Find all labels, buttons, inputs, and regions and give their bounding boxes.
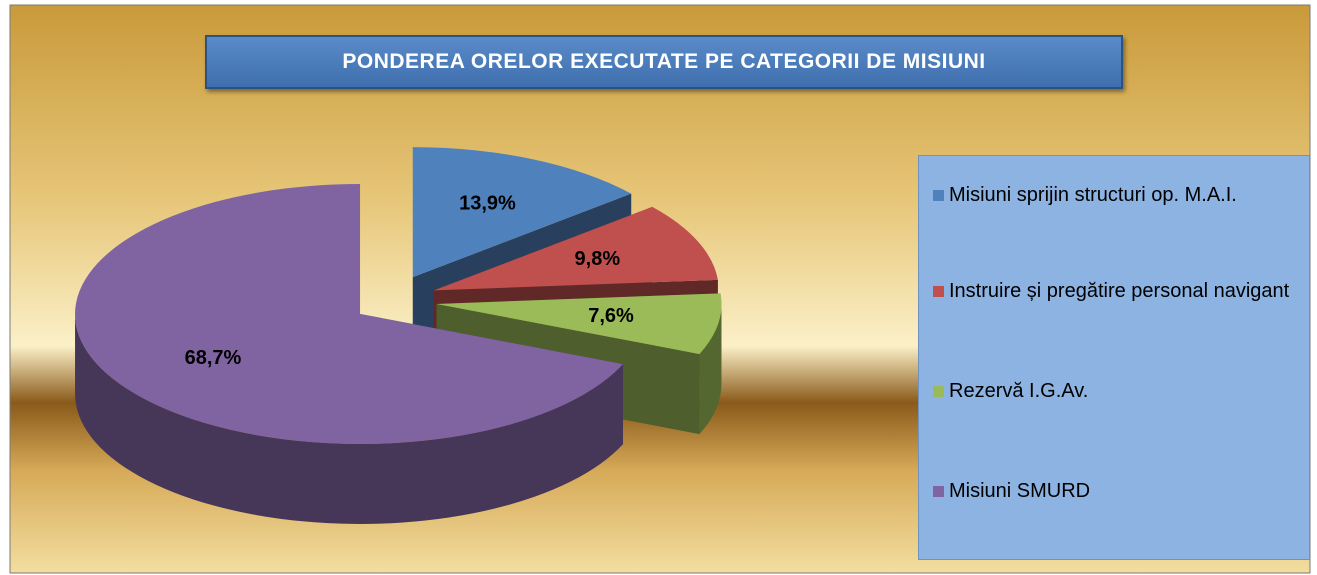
legend-item: Instruire și pregătire personal navigant <box>933 278 1317 304</box>
legend-label: Instruire și pregătire personal navigant <box>949 280 1290 302</box>
slice <box>75 183 624 444</box>
legend-label: Misiuni SMURD <box>949 480 1091 502</box>
slice <box>436 293 722 355</box>
legend: Misiuni sprijin structuri op. M.A.I. Inst… <box>918 155 1310 560</box>
chart-title: PONDEREA ORELOR EXECUTATE PE CATEGORII D… <box>205 35 1123 89</box>
legend-swatch <box>933 486 944 497</box>
legend-label: Misiuni sprijin structuri op. M.A.I. <box>949 184 1237 206</box>
legend-item: Misiuni sprijin structuri op. M.A.I. <box>933 182 1317 208</box>
legend-label: Rezervă I.G.Av. <box>949 380 1089 402</box>
legend-swatch <box>933 386 944 397</box>
slice <box>433 206 718 291</box>
data-label: 68,7% <box>185 347 242 369</box>
data-label: 13,9% <box>459 192 516 214</box>
legend-swatch <box>933 190 944 201</box>
data-label: 7,6% <box>588 305 634 327</box>
slice-wall <box>699 303 722 435</box>
slice-wall <box>75 313 624 524</box>
slice <box>412 147 632 278</box>
legend-item: Misiuni SMURD <box>933 478 1317 504</box>
legend-item: Rezervă I.G.Av. <box>933 378 1317 404</box>
data-label: 9,8% <box>575 248 621 270</box>
pie: 13,9% 9,8% 7,6% 68,7% <box>75 147 722 524</box>
pie-tops: 13,9% 9,8% 7,6% 68,7% <box>75 147 722 444</box>
legend-swatch <box>933 286 944 297</box>
